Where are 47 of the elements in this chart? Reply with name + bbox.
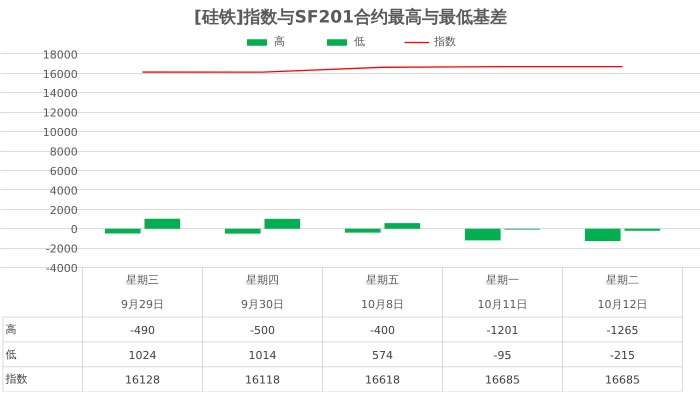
- bar: [104, 228, 141, 234]
- x-tick-label: 星期三 9月29日: [121, 273, 164, 312]
- y-tick-label: 8000: [50, 146, 78, 158]
- data-label: 574: [372, 348, 393, 362]
- y-tick-label: 6000: [50, 164, 78, 178]
- data-label: -500: [250, 324, 275, 338]
- bar: [464, 228, 501, 240]
- x-tick-label: 星期二 10月12日: [598, 273, 648, 312]
- data-label: 1014: [248, 348, 277, 362]
- data-label: -1265: [606, 324, 638, 338]
- data-label: 16685: [485, 374, 520, 387]
- data-label: 16618: [365, 374, 400, 387]
- bar: [584, 228, 621, 241]
- legend-label: 高: [274, 34, 286, 49]
- data-label: -1201: [486, 324, 518, 338]
- x-tick-label: 星期一 10月11日: [478, 273, 528, 312]
- y-tick-label: 18000: [42, 48, 78, 62]
- legend-label: 指数: [434, 34, 456, 49]
- y-tick-label: 16000: [42, 68, 78, 81]
- bar: [224, 228, 261, 234]
- data-label: -215: [610, 348, 635, 362]
- bar: [144, 218, 180, 229]
- bar: [264, 218, 300, 229]
- y-tick-label: -4000: [46, 262, 78, 276]
- bar: [384, 223, 420, 229]
- y-tick-label: -2000: [46, 242, 78, 256]
- chart-title: [硅铁]指数与SF201合约最高与最低基差: [194, 8, 507, 28]
- text: 低: [5, 348, 16, 361]
- y-tick-label: 2000: [50, 204, 78, 217]
- text: 指数: [5, 372, 28, 386]
- legend-label: 低: [354, 34, 366, 49]
- y-tick-label: 10000: [42, 126, 78, 140]
- data-label: 1024: [128, 348, 157, 362]
- y-tick-label: 4000: [50, 184, 78, 198]
- data-label: 16128: [125, 374, 160, 387]
- data-label: 16118: [245, 374, 280, 387]
- x-tick-label: 星期五 10月8日: [361, 273, 404, 312]
- data-label: -95: [494, 348, 512, 362]
- x-tick-label: 星期四 9月30日: [241, 273, 284, 312]
- data-label: 16685: [605, 374, 640, 387]
- data-label: -490: [130, 324, 155, 338]
- text: 高: [5, 323, 16, 336]
- y-tick-label: 0: [70, 223, 78, 236]
- bar: [344, 228, 381, 233]
- y-tick-label: 14000: [42, 87, 78, 100]
- data-label: -400: [370, 324, 395, 338]
- y-tick-label: 12000: [42, 106, 78, 120]
